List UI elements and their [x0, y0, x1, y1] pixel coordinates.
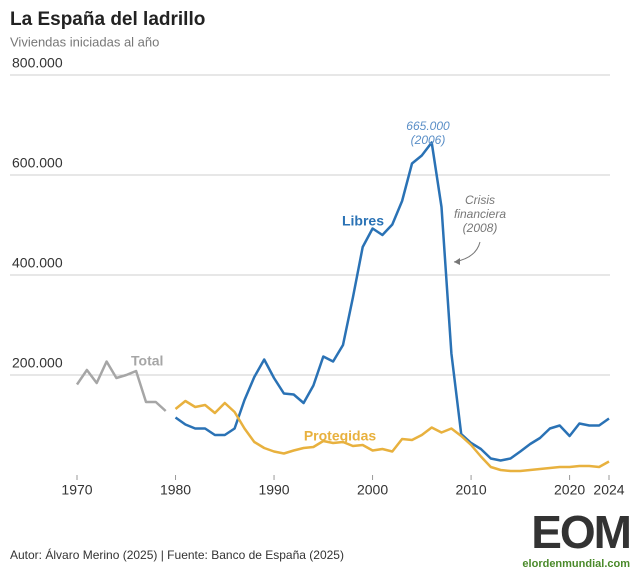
series-line	[174, 141, 610, 462]
x-tick-label: 1990	[258, 482, 289, 498]
series-label: Protegidas	[304, 428, 377, 444]
series-label: Libres	[342, 213, 384, 229]
y-tick-label: 200.000	[12, 355, 63, 371]
annotation: Crisis	[465, 193, 495, 207]
x-tick-label: 1980	[160, 482, 191, 498]
logo-site: elordenmundial.com	[522, 558, 630, 570]
y-tick-label: 600.000	[12, 155, 63, 171]
series-label: Total	[131, 353, 163, 369]
series-line	[174, 399, 610, 473]
series-line	[75, 360, 167, 412]
x-tick-label: 2010	[455, 482, 486, 498]
annotation: 665.000	[406, 119, 450, 133]
annotation: financiera	[454, 207, 506, 221]
footer: Autor: Álvaro Merino (2025) | Fuente: Ba…	[10, 547, 344, 562]
annotation: (2006)	[411, 133, 446, 147]
x-tick-label: 2024	[593, 482, 624, 498]
y-tick-label: 400.000	[12, 255, 63, 271]
logo-mark: EOM	[531, 506, 630, 558]
x-tick-label: 2000	[357, 482, 388, 498]
annotation: (2008)	[463, 221, 498, 235]
annotation-arrow	[453, 241, 481, 263]
annotation-arrowhead	[454, 258, 460, 265]
x-tick-label: 1970	[61, 482, 92, 498]
y-tick-label: 800.000	[12, 55, 63, 71]
x-tick-label: 2020	[554, 482, 585, 498]
chart-subtitle: Viviendas iniciadas al año	[10, 34, 159, 49]
chart-title: La España del ladrillo	[10, 9, 205, 30]
